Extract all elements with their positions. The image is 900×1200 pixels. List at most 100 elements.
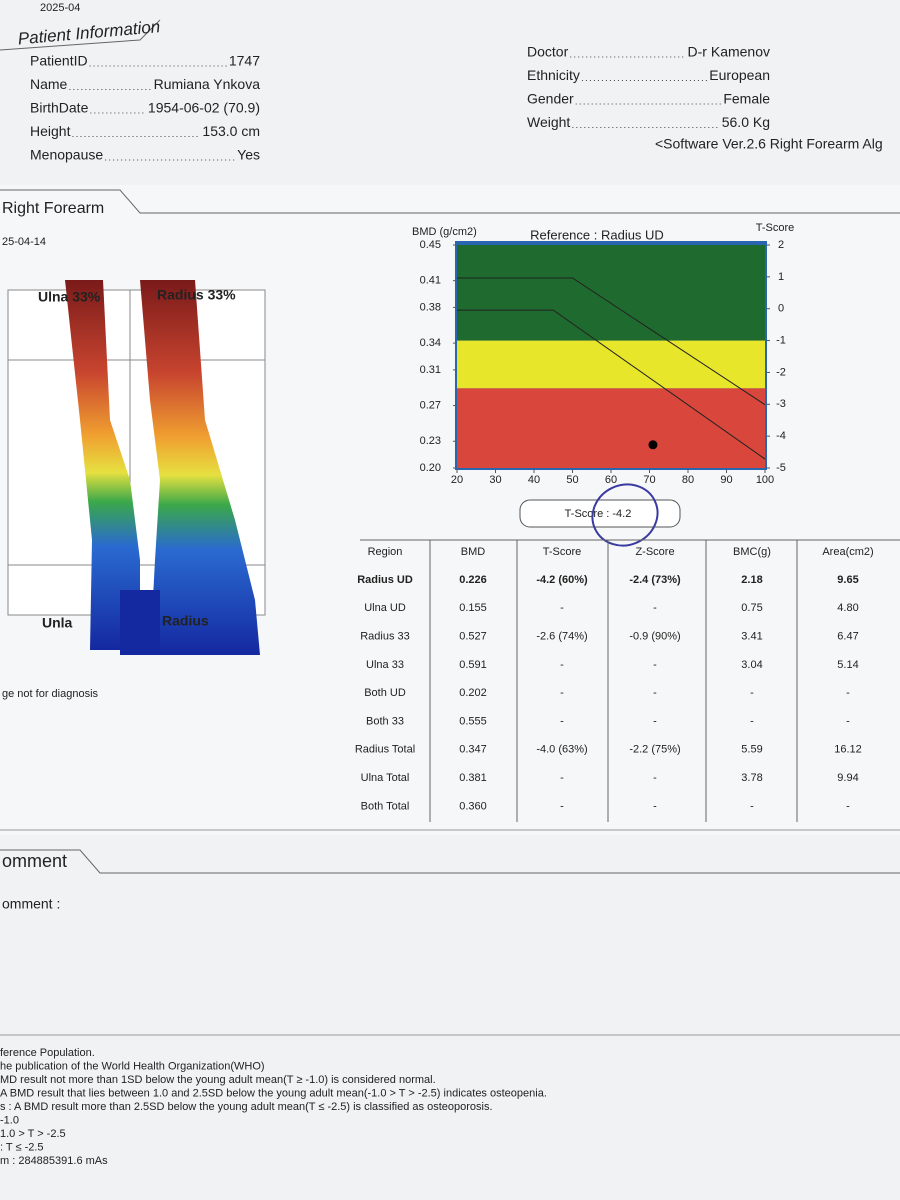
table-cell: 0.155 xyxy=(459,602,487,614)
x-tick-label: 20 xyxy=(451,474,463,486)
table-cell: -2.6 (74%) xyxy=(536,631,587,643)
table-cell: 0.347 xyxy=(459,744,487,756)
y-tick-label: 0.41 xyxy=(420,275,441,287)
corner-date: 2025-04 xyxy=(40,2,80,14)
table-cell: -0.9 (90%) xyxy=(629,631,680,643)
field-value: Rumiana Ynkova xyxy=(154,76,261,92)
table-cell: - xyxy=(560,800,564,812)
table-cell: Radius UD xyxy=(357,574,413,586)
table-header: BMC(g) xyxy=(733,546,771,558)
y-tick-label: 0.27 xyxy=(420,399,441,411)
y2-tick-label: -1 xyxy=(776,334,786,346)
table-cell: - xyxy=(560,659,564,671)
software: <Software Ver.2.6 Right Forearm Alg xyxy=(655,136,883,152)
table-cell: Both Total xyxy=(361,800,410,812)
x-tick-label: 40 xyxy=(528,474,540,486)
scan-label: Radius xyxy=(162,613,209,629)
table-cell: - xyxy=(653,687,657,699)
footnote: he publication of the World Health Organ… xyxy=(0,1060,265,1072)
y2-tick-label: 1 xyxy=(778,271,784,283)
table-cell: - xyxy=(560,715,564,727)
field-label: Height xyxy=(30,123,71,139)
table-cell: -4.0 (63%) xyxy=(536,744,587,756)
table-cell: 3.41 xyxy=(741,631,762,643)
field-label: Ethnicity xyxy=(527,67,580,83)
footnote: 1.0 > T > -2.5 xyxy=(0,1128,66,1140)
scan-image xyxy=(7,280,266,655)
section-title: omment xyxy=(2,851,67,871)
y2-tick-label: 0 xyxy=(778,303,784,315)
tab-line xyxy=(0,849,900,874)
field-label: Menopause xyxy=(30,147,103,163)
table-cell: - xyxy=(560,772,564,784)
table-cell: 5.14 xyxy=(837,659,858,671)
radius xyxy=(140,280,260,655)
table-cell: - xyxy=(560,687,564,699)
section-title: Right Forearm xyxy=(2,200,104,217)
table-header: T-Score xyxy=(543,546,582,558)
field-value: 153.0 cm xyxy=(202,123,260,139)
field-value: D-r Kamenov xyxy=(688,44,770,60)
scan-label: Ulna 33% xyxy=(38,289,101,305)
table-header: Z-Score xyxy=(635,546,674,558)
x-tick-label: 30 xyxy=(489,474,501,486)
table-cell: - xyxy=(653,659,657,671)
table-cell: 2.18 xyxy=(741,574,762,586)
field-value: Yes xyxy=(237,147,260,163)
field-label: Name xyxy=(30,76,68,92)
t-score-box xyxy=(519,499,681,528)
table-cell: 3.04 xyxy=(741,659,762,671)
table-cell: 9.65 xyxy=(837,574,858,586)
field-value: 56.0 Kg xyxy=(722,114,770,130)
t-score-text: T-Score : -4.2 xyxy=(565,508,632,520)
x-tick-label: 90 xyxy=(720,474,732,486)
carpal xyxy=(120,590,160,655)
y2-tick-label: -2 xyxy=(776,366,786,378)
reference-line xyxy=(457,309,766,460)
patient-point xyxy=(648,440,658,450)
table-cell: 5.59 xyxy=(741,744,762,756)
field-label: Doctor xyxy=(527,44,569,60)
scan-note: ge not for diagnosis xyxy=(2,688,99,700)
table-cell: 0.591 xyxy=(459,659,487,671)
table-cell: Radius 33 xyxy=(360,631,410,643)
field-label: Weight xyxy=(527,114,570,130)
table-cell: - xyxy=(653,772,657,784)
y-tick-label: 0.45 xyxy=(420,239,441,251)
table-cell: - xyxy=(653,602,657,614)
field-label: Gender xyxy=(527,91,574,107)
x-tick-label: 80 xyxy=(682,474,694,486)
y2-tick-label: -4 xyxy=(776,430,786,442)
table-cell: - xyxy=(750,715,754,727)
tab-line xyxy=(0,19,161,51)
field-label: BirthDate xyxy=(30,100,89,116)
table-cell: Radius Total xyxy=(355,744,415,756)
tab-line xyxy=(0,189,900,214)
table-header: Area(cm2) xyxy=(822,546,873,558)
table-cell: - xyxy=(653,715,657,727)
table-cell: 0.75 xyxy=(741,602,762,614)
footnote: s : A BMD result more than 2.5SD below t… xyxy=(0,1101,493,1113)
footnote: A BMD result that lies between 1.0 and 2… xyxy=(0,1087,547,1099)
band xyxy=(457,388,765,468)
comment-label: omment : xyxy=(2,896,60,912)
table-cell: - xyxy=(750,800,754,812)
ulna xyxy=(65,280,140,650)
scan-label: Unla xyxy=(42,615,73,631)
field-value: 1954-06-02 (70.9) xyxy=(148,100,260,116)
scan-label: Radius 33% xyxy=(157,287,236,303)
y-tick-label: 0.34 xyxy=(420,337,441,349)
table-cell: - xyxy=(846,687,850,699)
footnote: ference Population. xyxy=(0,1047,95,1059)
table-cell: Ulna UD xyxy=(364,602,406,614)
table-cell: Ulna 33 xyxy=(366,659,404,671)
field-label: PatientID xyxy=(30,53,88,69)
table-cell: 3.78 xyxy=(741,772,762,784)
table-cell: Both UD xyxy=(364,687,406,699)
y2-tick-label: -5 xyxy=(776,462,786,474)
y2-axis-label: T-Score xyxy=(756,222,795,234)
y-tick-label: 0.20 xyxy=(420,462,441,474)
x-tick-label: 60 xyxy=(605,474,617,486)
